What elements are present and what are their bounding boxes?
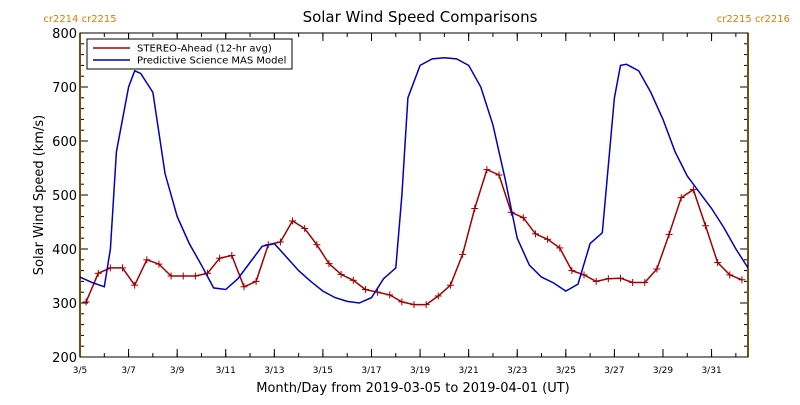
x-tick-label: 3/13	[264, 366, 284, 376]
stereo-ahead-point	[616, 274, 624, 282]
stereo-ahead-point	[738, 276, 746, 284]
stereo-ahead-point	[349, 276, 357, 284]
x-tick-label: 3/21	[459, 366, 479, 376]
x-tick-label: 3/25	[556, 366, 576, 376]
x-tick-label: 3/11	[216, 366, 236, 376]
x-tick-label: 3/7	[121, 366, 135, 376]
stereo-ahead-point	[483, 166, 491, 174]
carrington-rotation-label: cr2215 cr2216	[717, 14, 790, 25]
axis-ticks: 200 300 400 500 600 700 800 3/5 3/7 3/9 3/11 3/13 3/…	[52, 27, 748, 376]
stereo-ahead-point	[689, 186, 697, 194]
y-tick-label: 400	[52, 243, 77, 258]
stereo-ahead-point	[131, 281, 139, 289]
stereo-ahead-point	[361, 286, 369, 293]
stereo-ahead-point	[386, 291, 394, 299]
stereo-ahead-point	[155, 260, 163, 268]
stereo-ahead-point	[252, 277, 260, 285]
y-axis-label: Solar Wind Speed (km/s)	[32, 115, 47, 275]
stereo-ahead-point	[701, 222, 709, 230]
stereo-ahead-point	[276, 238, 284, 246]
x-tick-label: 3/19	[410, 366, 430, 376]
stereo-ahead-point	[191, 272, 199, 280]
stereo-ahead-point	[446, 281, 454, 289]
x-tick-label: 3/17	[361, 366, 381, 376]
x-axis-label: Month/Day from 2019-03-05 to 2019-04-01 …	[256, 381, 569, 396]
y-tick-label: 800	[52, 27, 77, 42]
stereo-ahead-point	[665, 230, 673, 238]
stereo-ahead-point	[216, 254, 224, 262]
stereo-ahead-point	[398, 298, 406, 306]
stereo-ahead-point	[495, 171, 503, 179]
stereo-ahead-point	[604, 275, 612, 283]
stereo-ahead-point	[289, 217, 297, 225]
stereo-ahead-point	[422, 301, 430, 309]
stereo-ahead-point	[629, 278, 637, 286]
stereo-ahead-point	[410, 301, 418, 309]
stereo-ahead-point	[240, 283, 248, 291]
stereo-ahead-point	[568, 267, 576, 275]
stereo-ahead-point	[641, 278, 649, 286]
legend-entry-label: Predictive Science MAS Model	[137, 56, 286, 67]
chart-title: Solar Wind Speed Comparisons	[303, 8, 538, 26]
stereo-ahead-point	[179, 272, 187, 280]
stereo-ahead-point	[82, 298, 90, 306]
stereo-ahead-point	[337, 270, 345, 278]
stereo-ahead-point	[714, 259, 722, 266]
x-tick-label: 3/31	[701, 366, 721, 376]
stereo-ahead-point	[228, 251, 236, 259]
chart-legend: STEREO-Ahead (12-hr avg)Predictive Scien…	[86, 38, 293, 70]
stereo-ahead-point	[726, 271, 734, 279]
stereo-ahead-point	[325, 260, 333, 268]
stereo-ahead-line	[85, 168, 743, 306]
stereo-ahead-point	[519, 214, 527, 222]
y-tick-label: 700	[52, 81, 77, 96]
stereo-ahead-point	[592, 277, 600, 285]
x-tick-label: 3/9	[170, 366, 185, 376]
x-tick-label: 3/27	[604, 366, 624, 376]
stereo-ahead-point	[434, 292, 442, 300]
y-tick-label: 300	[52, 297, 77, 312]
y-tick-label: 600	[52, 135, 77, 150]
carrington-rotation-label: cr2214 cr2215	[43, 14, 116, 25]
stereo-ahead-point	[677, 194, 685, 202]
y-tick-label: 200	[52, 351, 77, 366]
stereo-ahead-point	[544, 235, 552, 243]
x-tick-label: 3/23	[507, 366, 527, 376]
series-layer	[79, 57, 749, 309]
y-tick-label: 500	[52, 189, 77, 204]
plot-frame	[79, 32, 749, 358]
stereo-ahead-point	[301, 224, 309, 232]
stereo-ahead-point	[119, 264, 127, 272]
legend-entry-label: STEREO-Ahead (12-hr avg)	[137, 44, 272, 55]
stereo-ahead-point	[143, 256, 151, 264]
stereo-ahead-point	[471, 205, 479, 212]
stereo-ahead-point	[94, 269, 102, 277]
x-tick-label: 3/29	[653, 366, 673, 376]
stereo-ahead-point	[167, 272, 175, 280]
legend-box	[86, 38, 293, 70]
stereo-ahead-point	[653, 265, 661, 273]
stereo-ahead-point	[580, 271, 588, 279]
mas-model-line	[79, 57, 749, 304]
stereo-ahead-point	[313, 241, 321, 249]
x-tick-label: 3/5	[73, 366, 87, 376]
stereo-ahead-point	[531, 230, 539, 238]
stereo-ahead-point	[556, 244, 564, 252]
stereo-ahead-point	[459, 250, 467, 258]
x-tick-label: 3/15	[313, 366, 333, 376]
